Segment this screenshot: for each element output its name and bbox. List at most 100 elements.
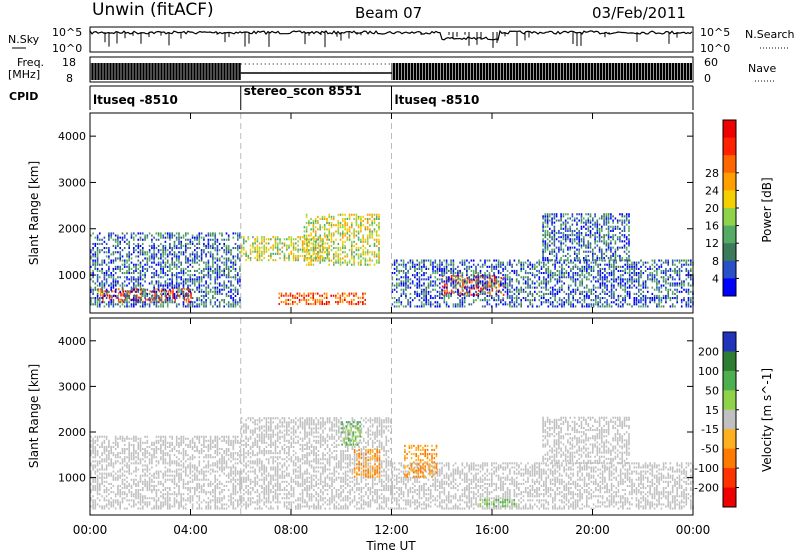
heat-cell	[230, 261, 232, 264]
heat-cell	[690, 290, 692, 293]
colorbar-swatch	[723, 278, 736, 297]
heat-cell	[265, 246, 268, 249]
heat-cell	[90, 474, 92, 477]
heat-cell	[592, 227, 594, 230]
heat-cell	[375, 215, 378, 218]
heat-cell	[545, 280, 547, 283]
heat-cell	[166, 286, 169, 289]
heat-cell	[185, 294, 187, 297]
heat-cell	[509, 297, 511, 300]
heat-cell	[594, 232, 596, 235]
heat-cell	[169, 247, 171, 250]
heat-cell	[123, 259, 126, 262]
heat-cell	[139, 292, 142, 295]
heat-cell	[596, 244, 599, 247]
heat-cell	[221, 284, 223, 287]
heat-cell	[660, 297, 663, 300]
heat-cell	[621, 223, 623, 226]
heat-cell	[531, 282, 534, 285]
heat-cell	[472, 299, 475, 302]
heat-cell	[544, 215, 547, 218]
heat-cell	[588, 294, 590, 297]
heat-cell	[640, 288, 642, 291]
heat-cell	[583, 297, 586, 300]
heat-cell	[564, 227, 567, 230]
heat-cell	[475, 275, 478, 278]
heat-cell	[353, 236, 355, 239]
heat-cell	[409, 261, 412, 264]
heat-cell	[585, 259, 587, 262]
heat-cell	[555, 246, 558, 249]
heat-cell	[484, 281, 487, 284]
heat-cell	[187, 232, 189, 235]
heat-cell	[457, 269, 459, 272]
heat-cell	[587, 234, 590, 237]
heat-cell	[328, 301, 330, 304]
heat-cell	[160, 276, 162, 279]
heat-cell	[538, 305, 541, 308]
heat-cell	[117, 236, 119, 239]
heat-cell	[669, 269, 672, 272]
heat-cell	[350, 298, 353, 301]
heat-cell	[669, 267, 672, 270]
heat-cell	[396, 265, 398, 268]
heat-cell	[633, 284, 636, 287]
heat-cell	[495, 276, 498, 279]
heat-cell	[549, 301, 552, 304]
heat-cell	[198, 305, 201, 308]
heat-cell	[221, 292, 223, 295]
heat-cell	[603, 217, 605, 220]
heat-cell	[129, 292, 131, 295]
heat-cell	[625, 259, 628, 262]
heat-cell	[312, 294, 314, 297]
heat-cell	[108, 247, 110, 250]
heat-cell	[571, 242, 574, 245]
heat-cell	[640, 276, 642, 279]
heat-cell	[137, 290, 140, 293]
heat-cell	[497, 263, 500, 266]
heat-cell	[169, 297, 171, 300]
heat-cell	[549, 232, 551, 235]
heat-cell	[414, 292, 416, 295]
heat-cell	[200, 278, 203, 281]
heat-cell	[558, 299, 561, 302]
heat-cell	[200, 290, 203, 293]
heat-cell	[524, 297, 527, 300]
heat-cell	[638, 267, 640, 270]
heat-cell	[644, 303, 647, 306]
heat-cell	[346, 263, 349, 266]
heat-cell	[612, 238, 614, 241]
heat-cell	[572, 288, 574, 291]
heat-cell	[601, 267, 604, 270]
heat-cell	[112, 232, 115, 235]
heat-cell	[402, 288, 405, 291]
heat-cell	[339, 301, 342, 304]
heat-cell	[214, 272, 216, 275]
heat-cell	[497, 297, 500, 300]
heat-cell	[667, 292, 669, 295]
heat-cell	[571, 213, 574, 216]
heat-cell	[234, 276, 237, 279]
heat-cell	[606, 286, 608, 289]
heat-cell	[606, 276, 608, 279]
heat-cell	[671, 278, 674, 281]
heat-cell	[323, 226, 326, 229]
heat-cell	[619, 213, 621, 216]
heat-cell	[351, 247, 353, 250]
heat-cell	[351, 213, 353, 216]
heat-cell	[468, 265, 470, 268]
heat-cell	[333, 217, 335, 220]
heat-cell	[351, 249, 353, 252]
heat-cell	[207, 234, 210, 237]
heat-cell	[92, 247, 94, 250]
heat-cell	[470, 303, 473, 306]
heat-cell	[619, 276, 622, 279]
heat-cell	[586, 272, 588, 275]
heat-cell	[658, 303, 660, 306]
heat-cell	[549, 244, 551, 247]
heat-cell	[96, 261, 99, 264]
heat-cell	[667, 259, 669, 262]
heat-cell	[567, 297, 570, 300]
heat-cell	[373, 242, 376, 245]
heat-cell	[173, 265, 176, 268]
